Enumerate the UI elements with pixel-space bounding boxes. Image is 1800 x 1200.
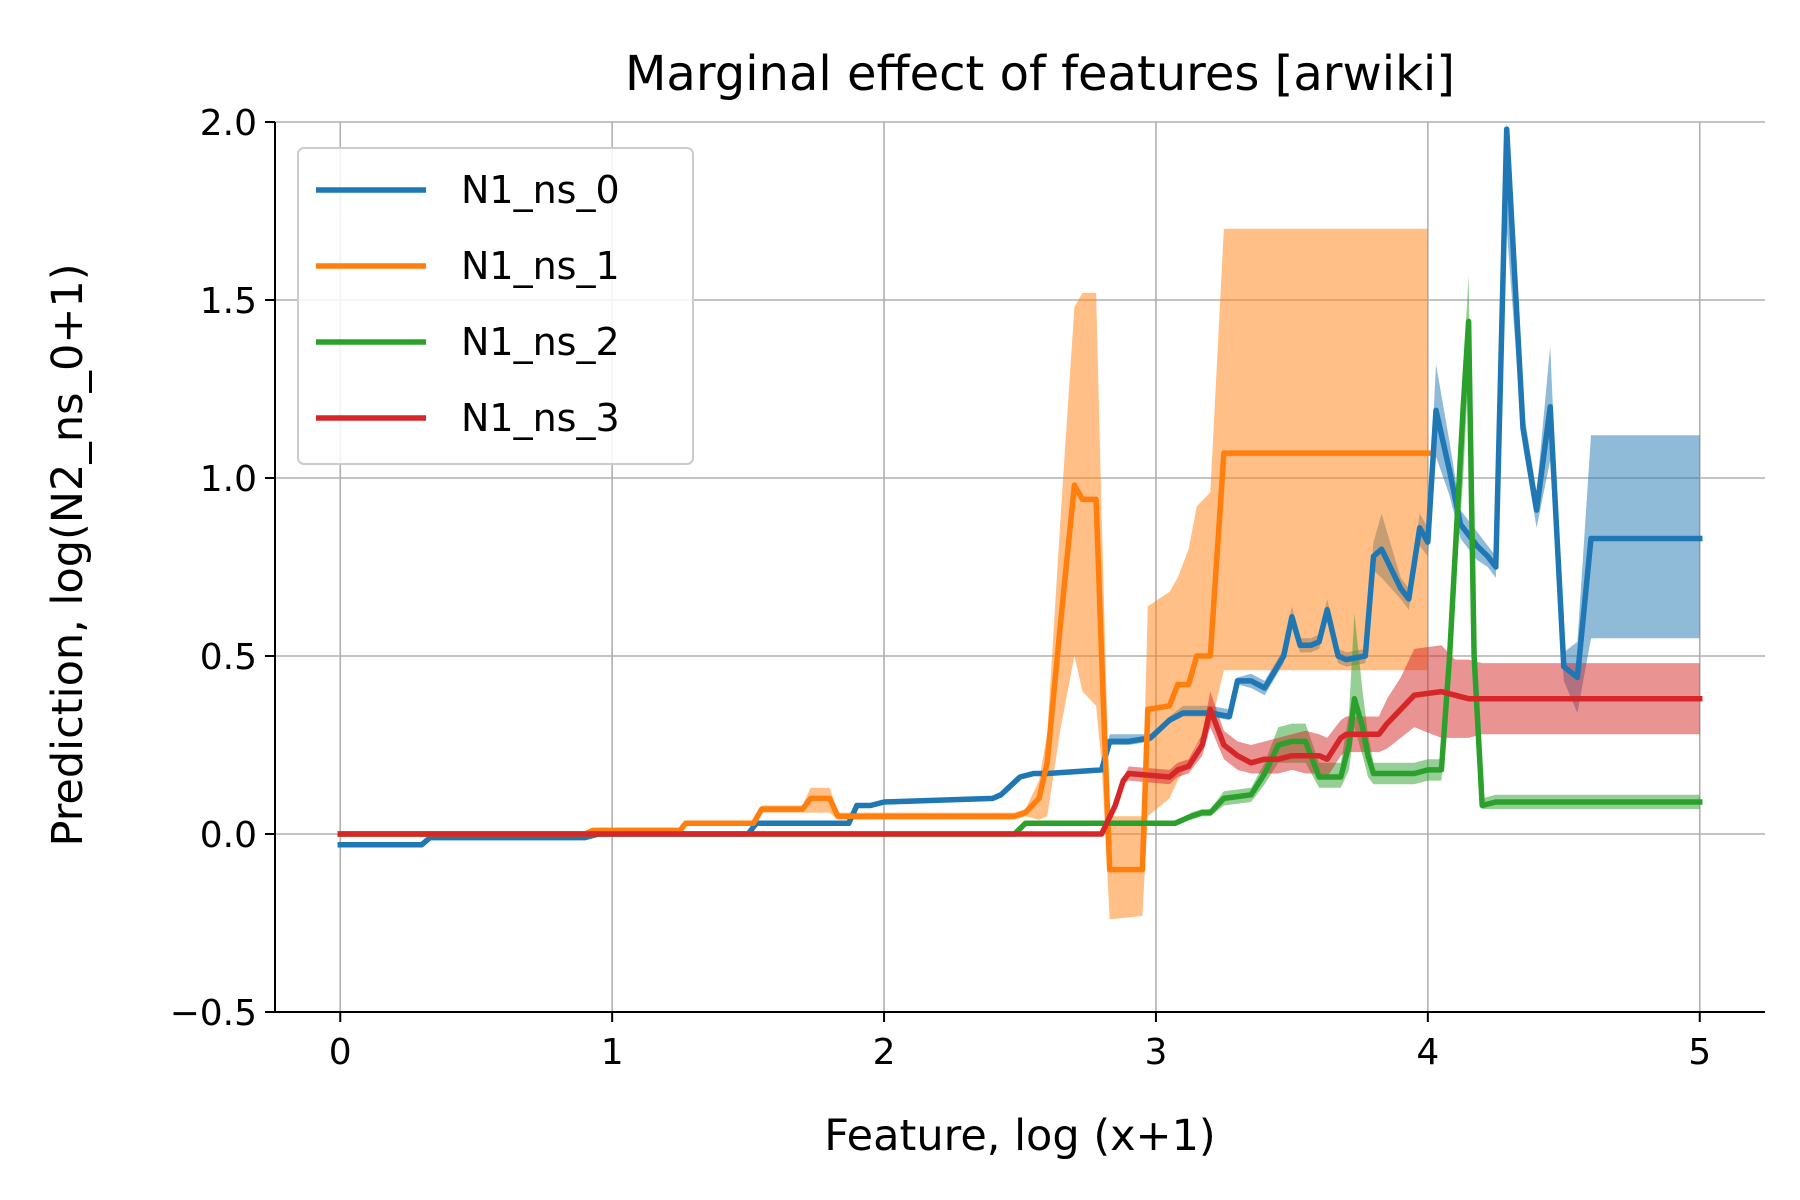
legend-box [297,147,694,465]
band-N1_ns_1 [340,228,1428,920]
legend: N1_ns_0 N1_ns_1 N1_ns_2 N1_ns_3 [297,147,694,465]
y-tick-label: 1.5 [200,281,257,322]
x-axis-label: Feature, log (x+1) [824,1111,1215,1161]
legend-label: N1_ns_2 [461,320,620,364]
y-axis-label: Prediction, log(N2_ns_0+1) [43,264,93,847]
y-tick-label: 2.0 [200,103,257,144]
axes [274,122,1765,1013]
x-tick-label: 3 [1144,1032,1167,1073]
y-tick-label: 1.0 [200,459,257,500]
y-ticks: −0.5 0.0 0.5 1.0 1.5 2.0 [170,103,275,1034]
line-N1_ns_1 [337,450,1431,873]
line-N1_ns_3 [337,688,1703,837]
y-tick-label: −0.5 [170,993,257,1034]
y-tick-label: 0.0 [200,815,257,856]
y-tick-label: 0.5 [200,637,257,678]
line-N1_ns_2 [337,318,1703,837]
x-tick-label: 1 [601,1032,624,1073]
legend-label: N1_ns_3 [461,396,620,440]
x-tick-label: 4 [1416,1032,1439,1073]
line-N1_ns_0 [337,126,1703,848]
series-lines [337,126,1703,873]
legend-label: N1_ns_1 [461,244,620,288]
legend-label: N1_ns_0 [461,168,620,212]
chart-title: Marginal effect of features [arwiki] [625,46,1455,102]
band-N1_ns_2 [340,275,1700,835]
x-ticks: 0 1 2 3 4 5 [329,1012,1711,1073]
x-tick-label: 2 [873,1032,896,1073]
x-tick-label: 5 [1688,1032,1711,1073]
x-tick-label: 0 [329,1032,352,1073]
